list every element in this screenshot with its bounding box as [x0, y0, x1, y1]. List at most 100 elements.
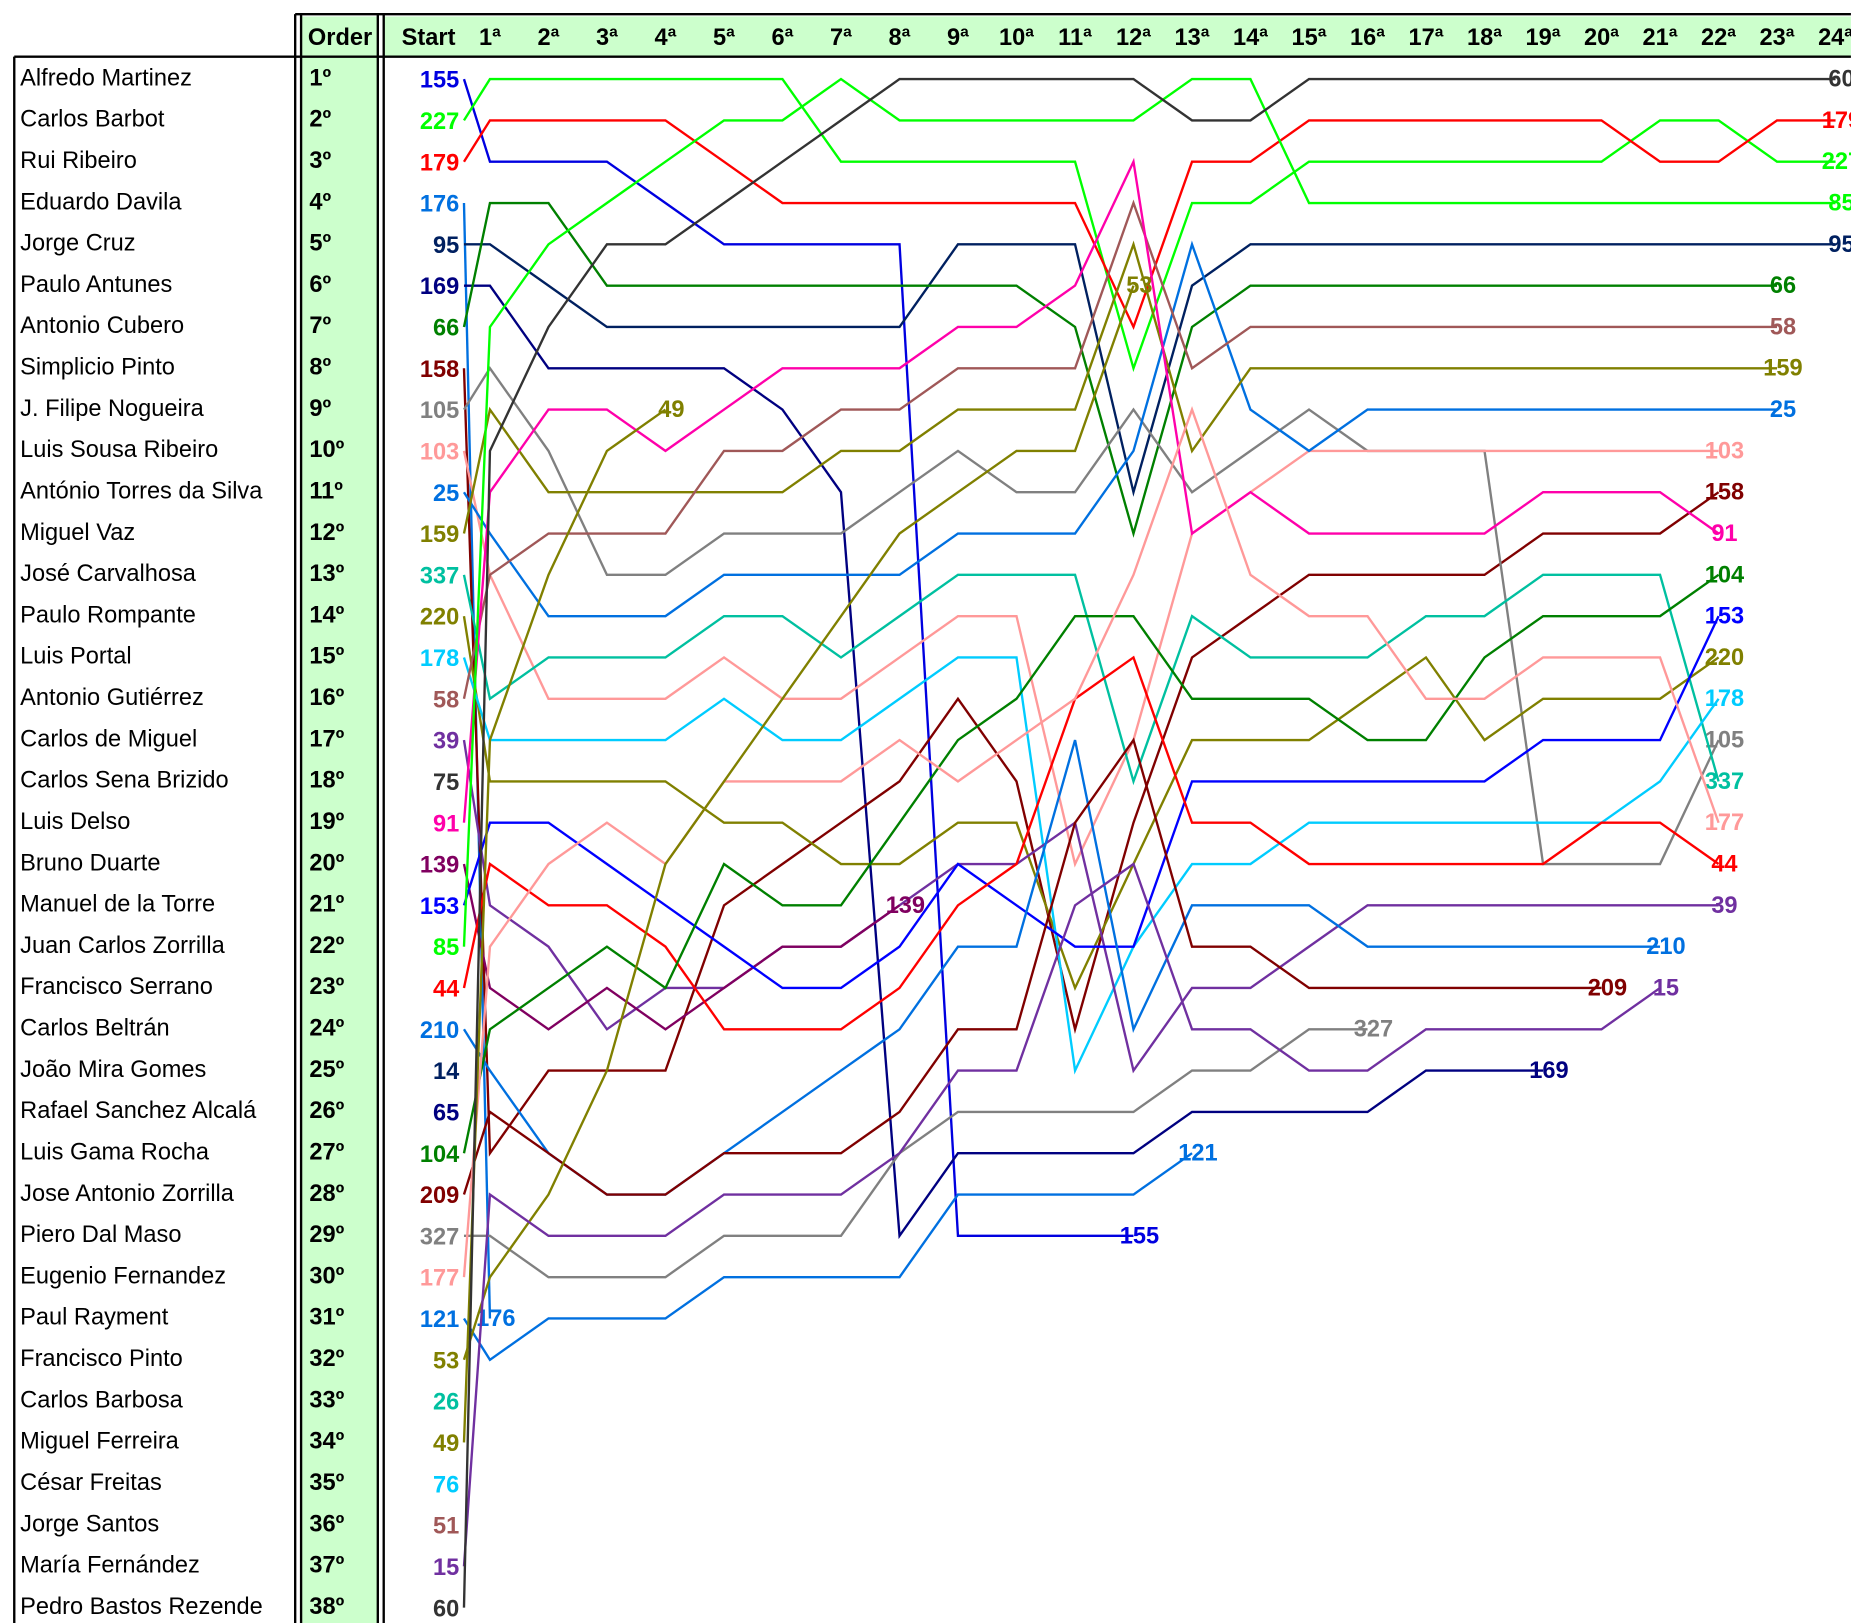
end-label: 227: [1822, 149, 1851, 175]
series-line: [462, 615, 1720, 992]
start-label: 155: [420, 68, 459, 94]
y-tick-label: 18º: [309, 768, 344, 794]
x-tick-label: 3ª: [596, 25, 618, 51]
series-line: [462, 573, 1720, 1154]
x-tick-label: 11ª: [1058, 25, 1092, 51]
end-label: 210: [1646, 934, 1685, 960]
y-tick-label: 11º: [309, 478, 343, 504]
order-column-bg: [301, 16, 378, 1623]
driver-name: Carlos Barbosa: [20, 1387, 183, 1413]
y-tick-label: 3º: [309, 148, 331, 174]
driver-name: Miguel Vaz: [20, 520, 135, 546]
driver-name: Bruno Duarte: [20, 850, 160, 876]
end-label: 15: [1653, 975, 1679, 1001]
driver-name: José Carvalhosa: [20, 561, 197, 587]
x-tick-label: 23ª: [1760, 25, 1795, 51]
y-tick-label: 12º: [309, 520, 344, 546]
end-label: 49: [658, 397, 684, 423]
start-label: 227: [420, 109, 459, 135]
y-tick-label: 24º: [309, 1016, 344, 1042]
driver-name: Paul Rayment: [20, 1305, 169, 1331]
x-tick-label: 21ª: [1643, 25, 1678, 51]
driver-name: Antonio Cubero: [20, 313, 184, 339]
start-label: 210: [420, 1018, 459, 1044]
driver-name: Manuel de la Torre: [20, 892, 215, 918]
driver-name: Rui Ribeiro: [20, 148, 137, 174]
series-line: [463, 284, 1544, 1240]
end-label: 39: [1711, 893, 1737, 919]
end-label: 155: [1120, 1223, 1159, 1249]
y-tick-label: 17º: [309, 726, 344, 752]
driver-name: Carlos Beltrán: [20, 1016, 169, 1042]
series-line: [462, 199, 1778, 700]
y-tick-label: 6º: [309, 272, 331, 298]
start-label: 327: [420, 1224, 459, 1250]
series-line: [462, 862, 1661, 1567]
series-line: [462, 737, 1602, 1196]
driver-name: César Freitas: [20, 1470, 162, 1496]
driver-name: Antonio Gutiérrez: [20, 685, 204, 711]
series-line: [462, 78, 1134, 1238]
y-tick-label: 7º: [309, 313, 331, 339]
driver-name: Carlos Sena Brizido: [20, 768, 229, 794]
start-label: 103: [420, 439, 459, 465]
y-tick-label: 26º: [309, 1098, 344, 1124]
series-line: [462, 119, 1836, 331]
series-line: [462, 366, 1720, 866]
series-line: [463, 1028, 1368, 1279]
y-tick-label: 34º: [309, 1429, 344, 1455]
start-label: 209: [420, 1183, 459, 1209]
end-label: 220: [1705, 645, 1744, 671]
x-tick-label: 2ª: [538, 25, 560, 51]
start-label: 178: [420, 646, 459, 672]
x-tick-label: 22ª: [1701, 25, 1736, 51]
y-tick-label: 4º: [309, 189, 331, 215]
x-tick-label: 17ª: [1409, 25, 1444, 51]
start-label: 58: [433, 687, 459, 713]
start-label: 76: [433, 1472, 459, 1498]
x-tick-label: 9ª: [947, 25, 969, 51]
y-tick-label: 8º: [309, 355, 331, 381]
y-tick-label: 21º: [309, 892, 344, 918]
start-label: 66: [433, 316, 459, 342]
start-label: 51: [433, 1514, 459, 1540]
series-line: [463, 243, 1836, 497]
y-tick-label: 1º: [309, 65, 331, 91]
driver-name: Jorge Santos: [20, 1511, 159, 1537]
series-line: [462, 1152, 1193, 1362]
end-label: 104: [1705, 562, 1744, 588]
start-label: 95: [433, 233, 459, 259]
y-tick-label: 25º: [309, 1057, 344, 1083]
driver-name: Simplicio Pinto: [20, 355, 175, 381]
x-tick-label: Start: [402, 25, 456, 51]
driver-name: Luis Portal: [20, 644, 131, 670]
series-line: [462, 77, 1836, 947]
x-tick-label: 18ª: [1467, 25, 1502, 51]
driver-name: Paulo Antunes: [20, 272, 172, 298]
y-tick-label: 16º: [309, 685, 344, 711]
y-tick-label: 33º: [309, 1387, 344, 1413]
end-label: 44: [1711, 851, 1737, 877]
end-label: 177: [1705, 810, 1744, 836]
end-label: 58: [1770, 314, 1796, 340]
start-label: 49: [433, 1431, 459, 1457]
start-label: 169: [420, 274, 459, 300]
start-label: 53: [433, 1348, 459, 1374]
driver-name: Luis Gama Rocha: [20, 1139, 210, 1165]
x-tick-label: 5ª: [713, 25, 735, 51]
driver-name: António Torres da Silva: [20, 478, 263, 504]
y-tick-label: 20º: [309, 850, 344, 876]
y-tick-label: 14º: [309, 602, 344, 628]
end-label: 337: [1705, 769, 1744, 795]
start-label: 65: [433, 1100, 459, 1126]
series-line: [462, 201, 1778, 538]
header-bg: [383, 16, 1851, 57]
y-tick-label: 10º: [309, 437, 344, 463]
series-line: [462, 656, 1720, 1075]
end-label: 153: [1705, 604, 1744, 630]
x-tick-label: 4ª: [655, 25, 677, 51]
x-tick-label: 7ª: [830, 25, 852, 51]
driver-name: Jose Antonio Zorrilla: [20, 1181, 235, 1207]
driver-name: Francisco Pinto: [20, 1346, 183, 1372]
